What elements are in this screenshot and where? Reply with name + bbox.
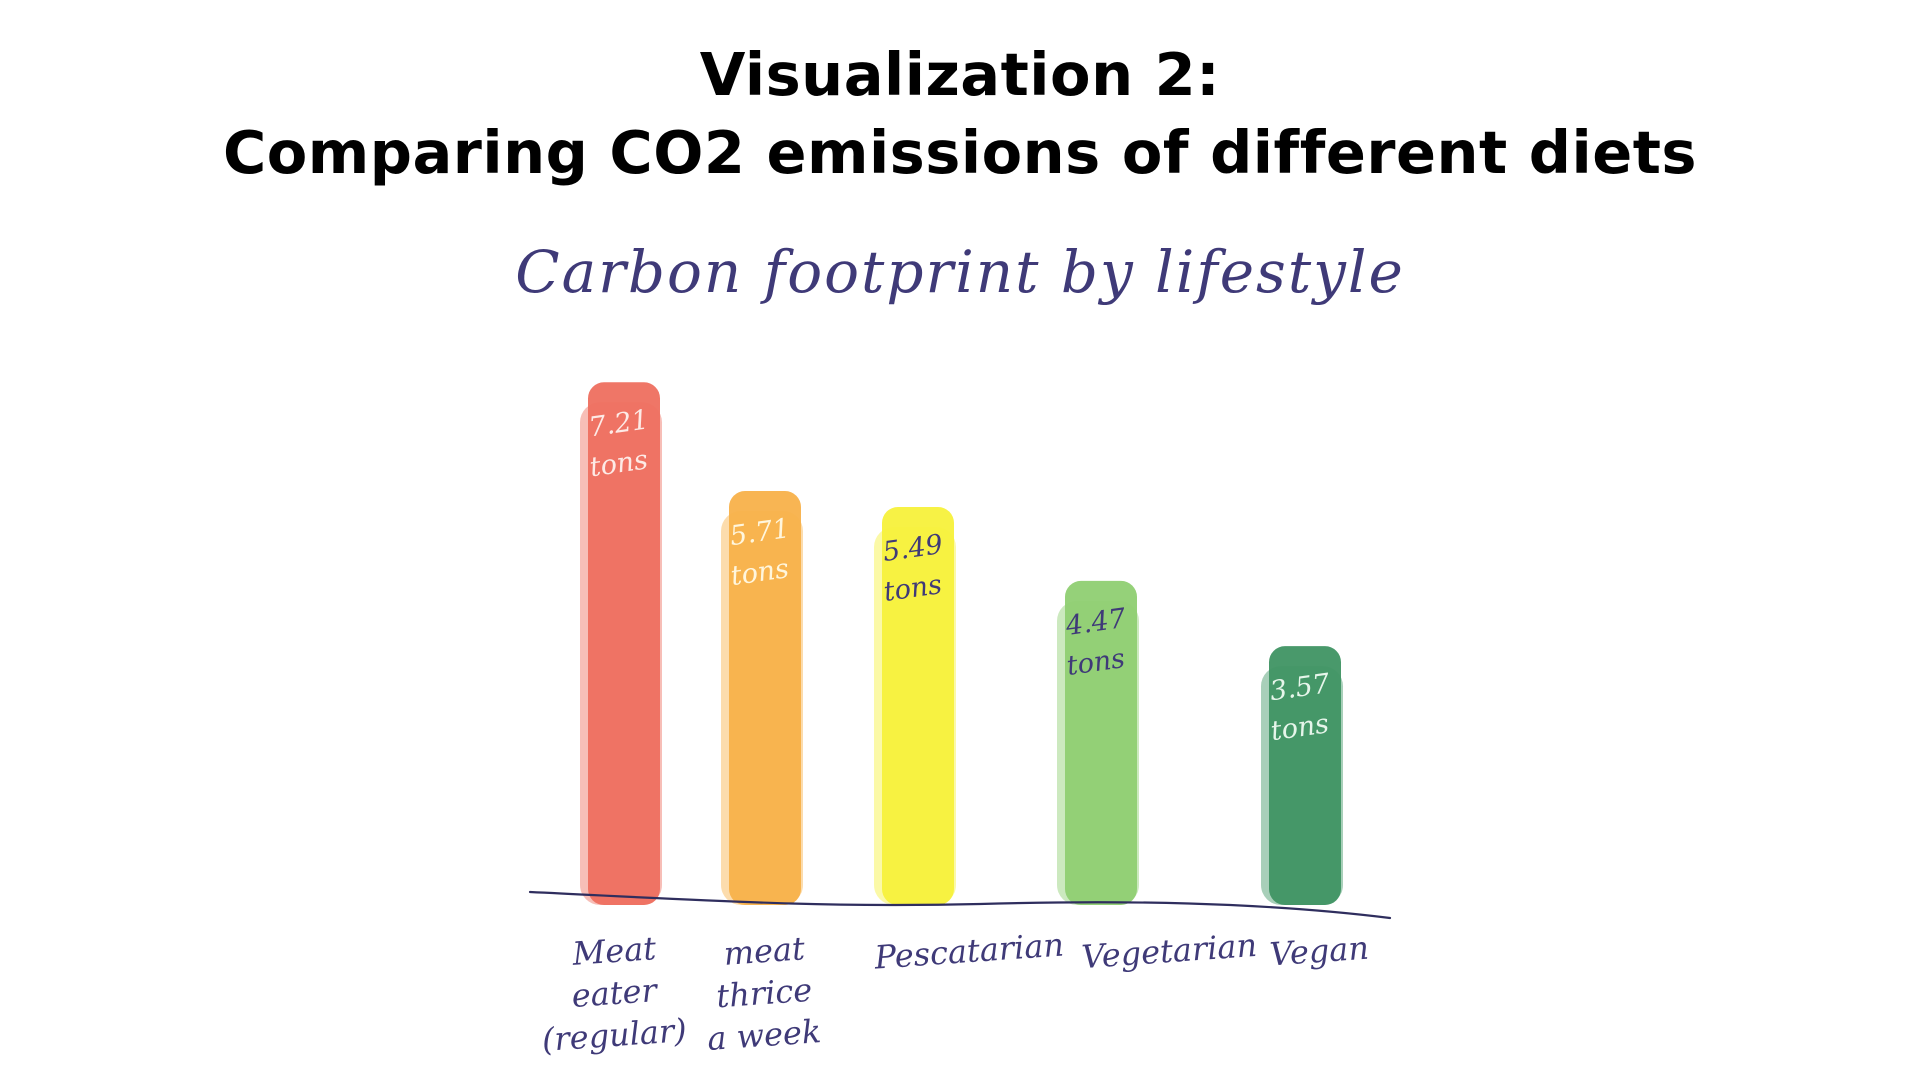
bar-0 xyxy=(588,382,660,905)
chart-title-text: Carbon footprint by lifestyle xyxy=(515,238,1405,306)
x-axis-line xyxy=(528,890,1392,920)
bar-4 xyxy=(1269,646,1341,905)
headline-line-2: Comparing CO2 emissions of different die… xyxy=(222,118,1698,187)
category-label: (regular) xyxy=(541,1011,688,1059)
category-label: thrice xyxy=(715,971,813,1016)
category-label: meat xyxy=(722,929,806,973)
category-label: Vegetarian xyxy=(1080,926,1258,976)
bar-2 xyxy=(882,506,954,905)
category-label: eater xyxy=(570,971,659,1015)
category-label: a week xyxy=(706,1012,822,1058)
bars xyxy=(580,382,1343,905)
bar-3 xyxy=(1065,580,1137,905)
category-label: Meat xyxy=(570,929,657,973)
chart-title: Carbon footprint by lifestyle xyxy=(515,238,1405,306)
headline-line-1: Visualization 2: xyxy=(699,40,1221,109)
category-label: Pescatarian xyxy=(872,925,1065,976)
bar-1 xyxy=(729,491,801,905)
category-label: Vegan xyxy=(1268,929,1370,974)
